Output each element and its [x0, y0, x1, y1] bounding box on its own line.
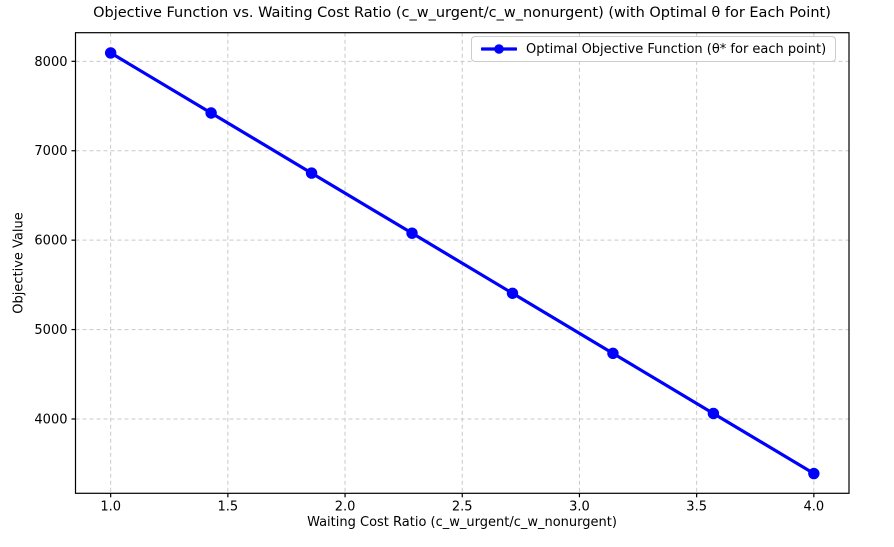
- legend-label: Optimal Objective Function (θ* for each …: [526, 41, 827, 57]
- legend-line-marker-icon: [481, 44, 517, 54]
- data-point-marker: [305, 167, 318, 179]
- x-tick-label: 3.5: [686, 499, 707, 514]
- legend: Optimal Objective Function (θ* for each …: [471, 36, 837, 62]
- x-axis-label: Waiting Cost Ratio (c_w_urgent/c_w_nonur…: [307, 515, 617, 530]
- data-point-marker: [406, 227, 418, 239]
- x-tick-label: 1.0: [100, 499, 121, 514]
- x-tick-label: 4.0: [803, 499, 824, 514]
- data-point-marker: [506, 287, 519, 299]
- y-tick-label: 6000: [34, 234, 67, 249]
- data-point-marker: [205, 107, 217, 119]
- y-tick-label: 8000: [34, 55, 67, 70]
- y-tick-label: 4000: [34, 412, 67, 427]
- data-point-marker: [808, 467, 820, 480]
- data-point-marker: [104, 47, 117, 59]
- series-line: [109, 51, 816, 476]
- x-tick-label: 2.5: [452, 499, 473, 514]
- y-tick-label: 5000: [34, 323, 67, 338]
- x-tick-label: 3.0: [569, 499, 590, 514]
- x-tick-label: 1.5: [218, 499, 239, 514]
- data-point-marker: [707, 407, 720, 420]
- x-tick-label: 2.0: [335, 499, 356, 514]
- data-point-marker: [607, 347, 619, 360]
- chart-title: Objective Function vs. Waiting Cost Rati…: [93, 5, 831, 21]
- y-axis-label: Objective Value: [11, 212, 27, 314]
- y-tick-label: 7000: [34, 144, 67, 159]
